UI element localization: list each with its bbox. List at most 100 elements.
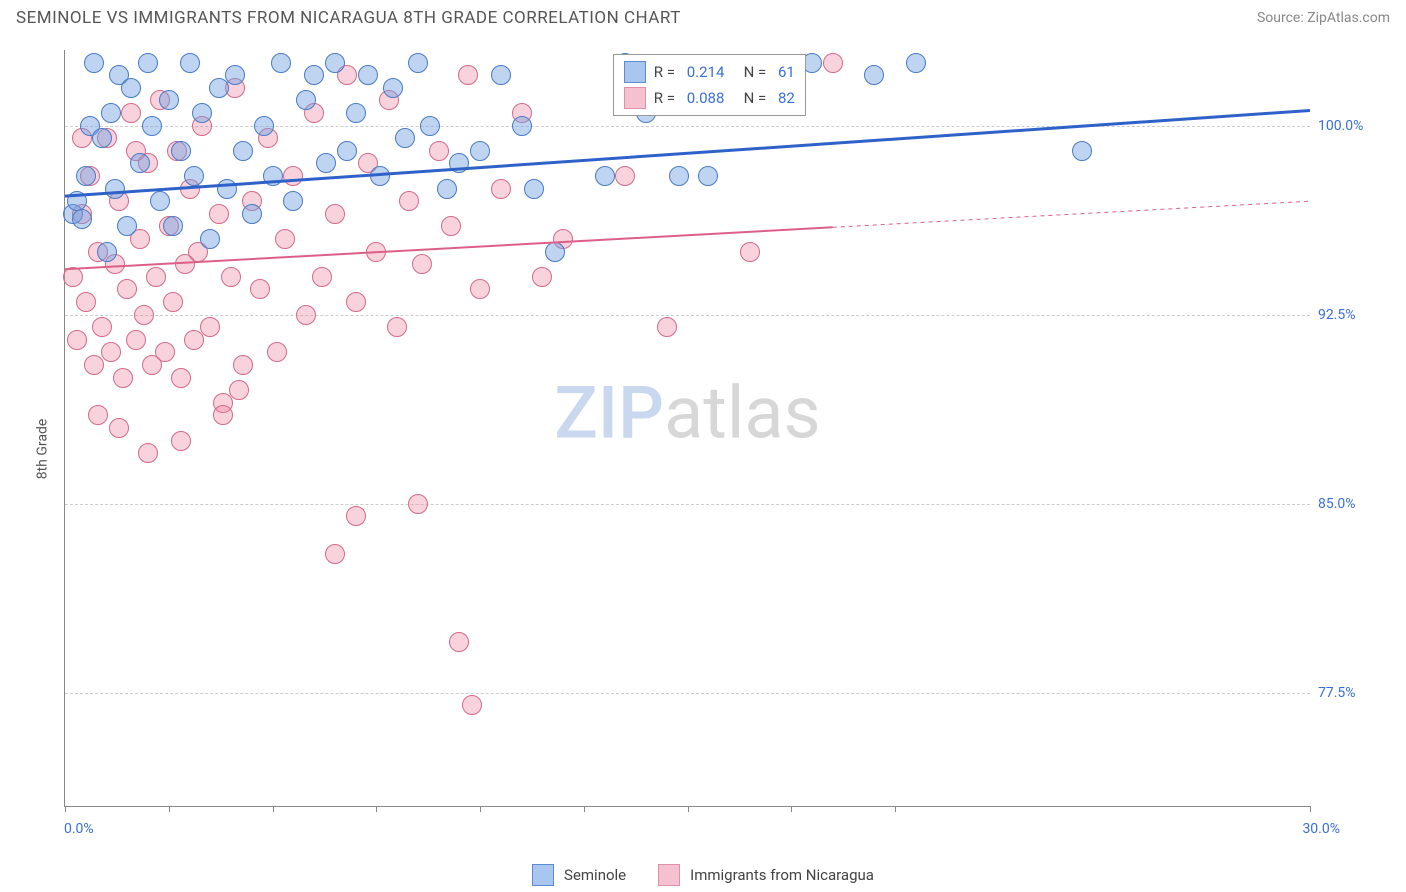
data-point xyxy=(823,53,843,73)
data-point xyxy=(184,330,204,350)
data-point xyxy=(84,53,104,73)
gridline xyxy=(65,126,1310,127)
y-axis-label: 8th Grade xyxy=(34,418,50,479)
data-point xyxy=(491,65,511,85)
legend-row: R = 0.214 N = 61 xyxy=(624,59,795,85)
data-point xyxy=(669,166,689,186)
x-tick xyxy=(688,806,689,812)
data-point xyxy=(296,90,316,110)
data-point xyxy=(267,342,287,362)
data-point xyxy=(155,342,175,362)
data-point xyxy=(512,116,532,136)
plot-region: ZIPatlas R = 0.214 N = 61R = 0.088 N = 8… xyxy=(64,50,1310,807)
data-point xyxy=(864,65,884,85)
data-point xyxy=(366,242,386,262)
data-point xyxy=(383,78,403,98)
data-point xyxy=(217,179,237,199)
data-point xyxy=(458,65,478,85)
data-point xyxy=(408,494,428,514)
data-point xyxy=(163,292,183,312)
data-point xyxy=(138,53,158,73)
data-point xyxy=(615,166,635,186)
data-point xyxy=(657,317,677,337)
data-point xyxy=(412,254,432,274)
x-tick xyxy=(169,806,170,812)
data-point xyxy=(387,317,407,337)
data-point xyxy=(283,191,303,211)
data-point xyxy=(1072,141,1092,161)
data-point xyxy=(250,279,270,299)
bottom-legend-item: Immigrants from Nicaragua xyxy=(658,864,874,886)
x-tick xyxy=(1310,806,1311,812)
legend-n-label: N = xyxy=(732,89,770,107)
data-point xyxy=(595,166,615,186)
data-point xyxy=(105,179,125,199)
data-point xyxy=(117,279,137,299)
data-point xyxy=(441,216,461,236)
data-point xyxy=(346,103,366,123)
data-point xyxy=(171,141,191,161)
data-point xyxy=(420,116,440,136)
x-axis-min-label: 0.0% xyxy=(64,821,94,837)
data-point xyxy=(462,695,482,715)
gridline xyxy=(65,504,1310,505)
data-point xyxy=(242,204,262,224)
legend-inset: R = 0.214 N = 61R = 0.088 N = 82 xyxy=(613,54,806,116)
data-point xyxy=(142,116,162,136)
data-point xyxy=(470,279,490,299)
data-point xyxy=(180,53,200,73)
data-point xyxy=(740,242,760,262)
data-point xyxy=(92,128,112,148)
data-point xyxy=(906,53,926,73)
data-point xyxy=(92,317,112,337)
data-point xyxy=(213,405,233,425)
legend-r-value: 0.088 xyxy=(687,89,725,107)
x-tick xyxy=(895,806,896,812)
data-point xyxy=(109,418,129,438)
data-point xyxy=(159,90,179,110)
gridline xyxy=(65,315,1310,316)
data-point xyxy=(163,216,183,236)
legend-swatch xyxy=(532,864,554,886)
y-tick-label: 85.0% xyxy=(1318,496,1378,512)
data-point xyxy=(200,229,220,249)
chart-title: SEMINOLE VS IMMIGRANTS FROM NICARAGUA 8T… xyxy=(16,8,681,28)
data-point xyxy=(126,330,146,350)
data-point xyxy=(113,368,133,388)
data-point xyxy=(76,292,96,312)
data-point xyxy=(316,153,336,173)
data-point xyxy=(395,128,415,148)
x-tick xyxy=(65,806,66,812)
data-point xyxy=(221,267,241,287)
legend-r-label: R = xyxy=(654,63,679,81)
data-point xyxy=(192,103,212,123)
data-point xyxy=(121,78,141,98)
legend-n-value: 61 xyxy=(778,63,795,81)
data-point xyxy=(275,229,295,249)
data-point xyxy=(209,78,229,98)
data-point xyxy=(117,216,137,236)
legend-n-label: N = xyxy=(732,63,770,81)
data-point xyxy=(283,166,303,186)
data-point xyxy=(408,53,428,73)
data-point xyxy=(304,65,324,85)
data-point xyxy=(370,166,390,186)
data-point xyxy=(67,330,87,350)
data-point xyxy=(63,267,83,287)
watermark: ZIPatlas xyxy=(554,370,820,455)
data-point xyxy=(325,204,345,224)
legend-row: R = 0.088 N = 82 xyxy=(624,85,795,111)
data-point xyxy=(184,166,204,186)
legend-label: Seminole xyxy=(564,866,626,884)
x-tick xyxy=(791,806,792,812)
data-point xyxy=(698,166,718,186)
data-point xyxy=(101,342,121,362)
data-point xyxy=(76,166,96,186)
legend-r-value: 0.214 xyxy=(687,63,725,81)
data-point xyxy=(312,267,332,287)
data-point xyxy=(233,141,253,161)
source-label: Source: ZipAtlas.com xyxy=(1257,10,1390,26)
data-point xyxy=(429,141,449,161)
data-point xyxy=(171,368,191,388)
gridline xyxy=(65,693,1310,694)
